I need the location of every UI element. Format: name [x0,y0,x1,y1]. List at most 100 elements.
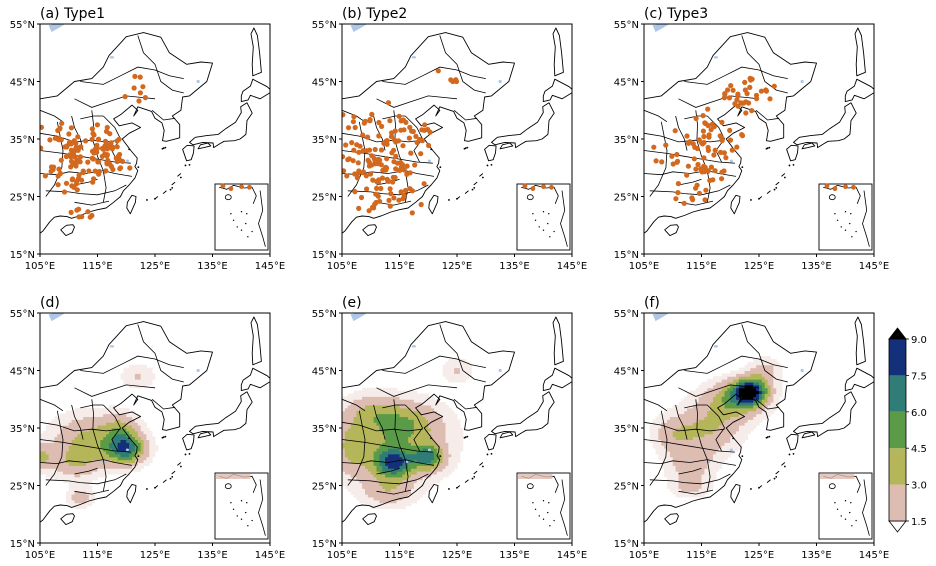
density-cell [422,419,426,423]
density-cell [373,413,378,418]
density-cell [442,451,447,455]
density-cell [86,485,90,489]
density-cell [695,456,700,461]
density-cell [393,451,398,455]
density-cell [399,442,403,446]
density-cell [698,405,703,409]
density-cell [468,370,472,374]
density-cell [376,439,380,443]
density-cell [457,361,461,366]
inset-hainan [224,194,232,201]
density-cell [356,416,360,420]
density-cell [730,390,734,395]
density-cell [376,453,380,458]
density-cell [664,459,668,464]
density-cell [713,448,717,452]
density-cell [120,376,124,380]
density-cell [362,410,366,415]
coastline-island [730,483,741,504]
density-cell [344,474,349,478]
y-tick-label: 45°N [10,367,35,378]
density-cell [109,419,113,423]
density-cell [669,474,674,478]
colorbar-under-extend [888,520,907,533]
density-cell [74,465,78,469]
density-cell [701,494,705,498]
density-cell [465,373,470,377]
density-cell [393,482,398,487]
density-cell [94,474,99,478]
density-cell [353,399,357,403]
density-cell [370,410,375,415]
density-cell [431,442,435,446]
density-cell [40,445,44,449]
density-cell [370,471,375,475]
density-cell [652,419,657,423]
lake-khanka [196,79,200,84]
density-cell [741,416,746,420]
density-cell [399,390,403,395]
density-cell [454,361,458,366]
density-cell [365,471,369,475]
density-cell [658,442,662,446]
density-cell [408,393,412,397]
density-cell [710,428,714,432]
density-cell [405,471,409,475]
density-cell [373,488,378,492]
density-cell [137,448,142,452]
province-border [382,404,406,409]
density-cell [68,433,73,438]
density-cell [106,468,110,472]
density-cell [661,433,665,438]
density-cell [678,494,682,498]
density-cell [675,474,680,478]
density-cell [103,471,107,475]
density-cell [123,456,127,461]
density-cell [770,402,774,406]
density-cell [405,456,409,461]
density-cell [707,465,711,469]
station-marker [729,147,735,153]
density-cell [111,436,116,441]
density-cell [356,451,360,455]
inset-island [230,213,232,215]
density-cell [678,433,682,438]
density-cell [106,439,110,443]
density-cell [724,425,728,429]
density-cell [65,471,70,475]
density-cell [658,453,662,458]
province-border [741,324,788,383]
density-cell [71,491,76,495]
station-marker [412,162,418,168]
inset-density [518,474,553,479]
lake-hulun [411,345,417,348]
density-cell [681,479,685,484]
density-cell [103,422,107,426]
density-cell [416,479,421,484]
density-cell [120,465,124,469]
density-cell [718,462,723,466]
density-cell [367,405,372,409]
density-cell [385,451,389,455]
density-cell [134,364,139,369]
density-cell [730,445,734,449]
density-cell [388,482,392,487]
density-cell [396,390,401,395]
density-cell [126,436,130,441]
density-cell [396,465,401,469]
density-cell [146,373,150,377]
density-cell [411,476,415,481]
density-cell [132,425,136,429]
density-cell [713,442,717,446]
density-cell [365,428,369,432]
density-cell [710,485,714,489]
density-cell [117,459,122,464]
density-cell [724,422,728,426]
density-cell [137,451,142,455]
density-cell [149,451,153,455]
density-cell [744,419,749,423]
density-cell [408,476,412,481]
density-cell [681,485,685,489]
density-cell [402,428,406,432]
density-cell [701,459,705,464]
